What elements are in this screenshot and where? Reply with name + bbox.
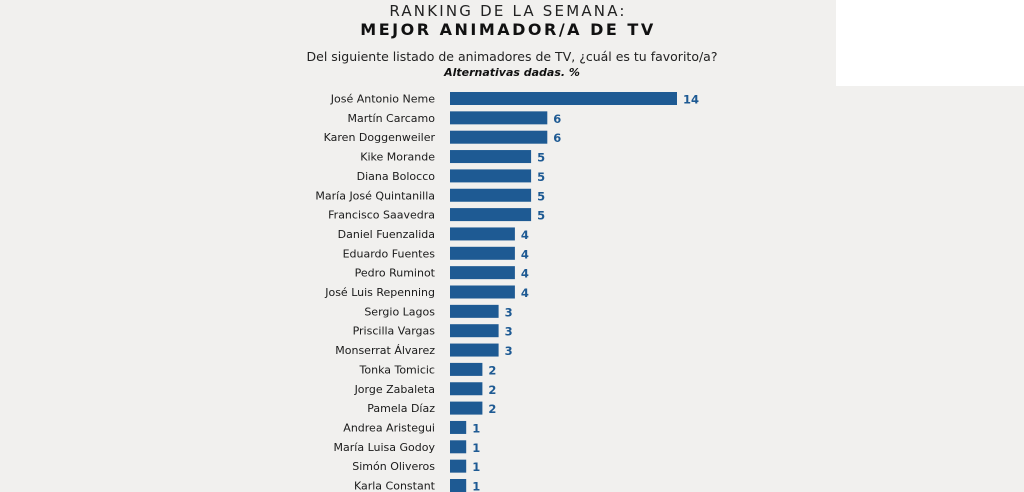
bar [450,479,467,492]
chart-title-line1: RANKING DE LA SEMANA: [389,2,627,20]
data-label: 4 [521,267,529,281]
bar [450,150,532,164]
category-label: Simón Oliveros [352,460,435,473]
category-label: Tonka Tomicic [359,363,435,376]
white-corner-patch [836,0,1024,86]
bar [450,208,532,222]
bar [450,246,515,260]
chart-title-line2: MEJOR ANIMADOR/A DE TV [360,20,656,39]
data-label: 6 [553,131,561,145]
bar [450,227,515,241]
bar [450,343,499,357]
category-label: José Luis Repenning [324,286,435,299]
data-label: 5 [537,151,545,165]
bar [450,188,532,202]
bar [450,111,548,125]
category-label: Daniel Fuenzalida [338,228,435,241]
data-label: 1 [472,421,480,435]
data-label: 14 [683,93,699,107]
bar [450,266,515,280]
category-label: Sergio Lagos [364,305,435,318]
data-label: 2 [488,383,496,397]
category-label: Andrea Aristegui [343,421,435,434]
data-label: 5 [537,189,545,203]
bar [450,382,483,396]
bar [450,459,467,473]
category-label: Diana Bolocco [357,170,436,183]
data-label: 1 [472,460,480,474]
category-label: Karen Doggenweiler [324,131,436,144]
data-label: 2 [488,363,496,377]
data-label: 2 [488,402,496,416]
data-label: 6 [553,112,561,126]
category-label: Kike Morande [360,151,435,164]
category-label: Monserrat Álvarez [335,344,435,357]
data-label: 3 [505,325,513,339]
category-label: Priscilla Vargas [353,325,436,338]
bar [450,285,515,299]
category-label: Martín Carcamo [347,112,435,125]
category-label: Jorge Zabaleta [354,383,435,396]
category-label: Pamela Díaz [367,402,435,415]
category-label: Karla Constant [354,480,436,492]
bar [450,401,483,415]
bar [450,324,499,338]
bar [450,420,467,434]
data-label: 3 [505,305,513,319]
bar [450,440,467,454]
bar [450,92,677,105]
data-label: 5 [537,209,545,223]
chart-note: Alternativas dadas. % [444,66,580,79]
data-label: 1 [472,441,480,455]
data-label: 3 [505,344,513,358]
chart-question: Del siguiente listado de animadores de T… [306,49,718,64]
data-label: 1 [472,480,480,492]
data-label: 4 [521,228,529,242]
category-label: Eduardo Fuentes [343,247,436,260]
data-label: 5 [537,170,545,184]
data-label: 4 [521,286,529,300]
bar [450,304,499,318]
bar [450,169,532,183]
bar [450,130,548,144]
category-label: José Antonio Neme [330,93,435,106]
data-label: 4 [521,247,529,261]
category-label: María Luisa Godoy [334,441,436,454]
bar [450,362,483,376]
category-label: Francisco Saavedra [328,209,435,222]
category-label: Pedro Ruminot [355,267,436,280]
category-label: María José Quintanilla [315,189,435,202]
